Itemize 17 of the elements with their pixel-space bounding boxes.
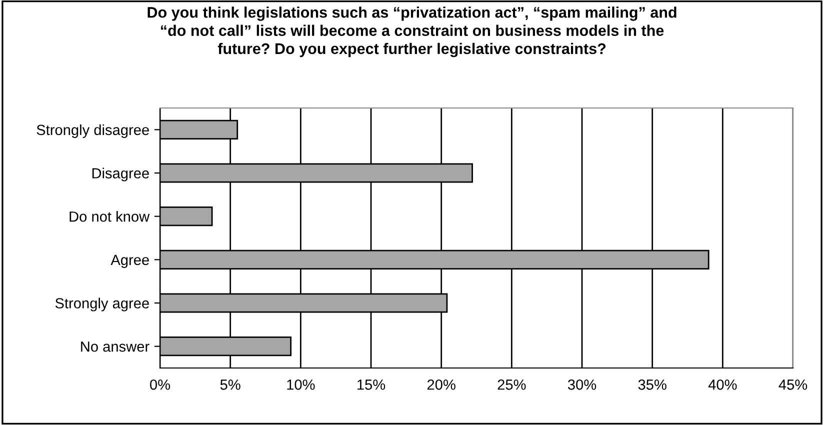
x-tick-label: 15% (358, 380, 386, 390)
y-tick-label: No answer (81, 342, 150, 352)
x-tick-label: 25% (498, 379, 526, 390)
x-tick-label: 40% (708, 379, 737, 390)
y-tick-label: Disagree (92, 168, 149, 182)
x-tick-label: 0% (150, 379, 170, 390)
chart-title: Do you think legislations such as “privatization act”, “spam mailing” and “do not call” lists will become a constraint on business models in the future? Do you expect further legislative constraints? (148, 6, 676, 58)
y-tick-label: Agree (110, 254, 149, 268)
x-tick-label: 10% (287, 379, 315, 390)
x-tick-label: 35% (638, 379, 666, 390)
y-tick-label: Strongly disagree (36, 124, 149, 138)
y-tick-label: Do not know (70, 211, 150, 222)
x-tick-label: 5% (220, 380, 240, 390)
x-tick-label: 30% (568, 379, 596, 390)
x-tick-label: 20% (427, 379, 456, 390)
y-tick-label: Strongly agree (55, 298, 149, 312)
x-tick-label: 45% (778, 380, 808, 390)
